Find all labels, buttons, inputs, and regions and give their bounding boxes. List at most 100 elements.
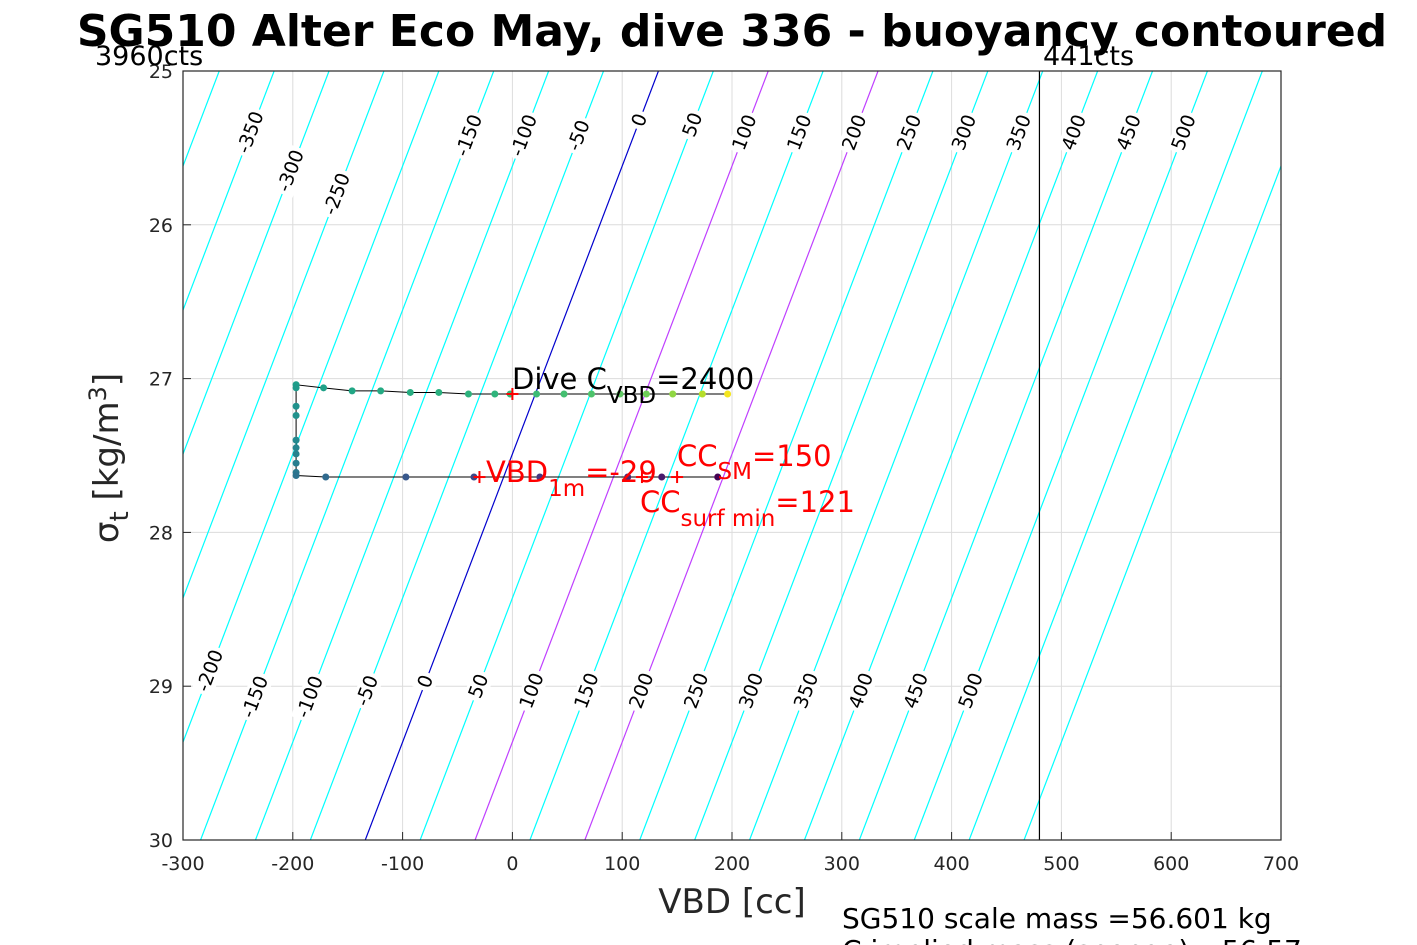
contour-line <box>183 71 440 744</box>
contour-label-text: 450 <box>900 670 933 712</box>
contour-label: 300 <box>733 667 770 715</box>
contour-label-halo <box>678 667 715 715</box>
contour-label-halo <box>726 108 763 157</box>
x-tick-label: 300 <box>824 853 860 875</box>
x-tick-label: 600 <box>1153 853 1189 875</box>
contour-line <box>803 71 1099 840</box>
contour-label-text: 300 <box>948 112 981 154</box>
trajectory-point <box>292 471 300 479</box>
y-axis-ticks: 25 26 27 28 29 30 <box>149 61 191 852</box>
y-tick-label: 26 <box>149 215 173 237</box>
y-axis-label: σt [kg/m3] <box>84 373 135 543</box>
trajectory-point <box>348 387 356 395</box>
contour-label: 200 <box>623 667 660 715</box>
contour-label-text: 200 <box>838 112 871 154</box>
contour-label: 50 <box>677 106 709 143</box>
vbd-marker <box>473 471 486 484</box>
dive-c-subscript: VBD <box>607 383 656 409</box>
cc-sm-annotation: CCSM=150 <box>677 439 832 485</box>
cc-surf-min-text: CC <box>640 485 681 519</box>
contour-label: 500 <box>953 667 989 715</box>
contour-label-text: 350 <box>1003 112 1036 154</box>
cc-surf-min-subscript: surf min <box>681 506 776 532</box>
contour-label-text: -150 <box>237 673 273 721</box>
contour-label-text: 100 <box>515 670 548 712</box>
x-tick-label: -100 <box>381 853 424 875</box>
contour-line <box>694 71 989 840</box>
contour-label-text: -300 <box>273 147 309 195</box>
contour-label-halo <box>626 107 654 133</box>
trajectory-point <box>402 473 410 481</box>
trajectory-point <box>292 384 300 392</box>
vbd-markers <box>473 387 684 484</box>
trajectory-point <box>616 390 624 398</box>
vbd-1m-subscript: 1m <box>548 476 585 502</box>
contour-label: 100 <box>514 667 550 715</box>
x-axis-ticks: -300 -200 -100 0 100 200 300 400 500 600 700 <box>161 832 1299 875</box>
contour-label-halo <box>953 667 989 715</box>
contour-label-text: 500 <box>1167 112 1200 154</box>
y-tick-label: 29 <box>149 676 173 698</box>
x-axis-label: VBD [cc] <box>658 882 806 922</box>
trajectory-point <box>292 459 300 467</box>
contour-label-halo <box>350 669 385 713</box>
trajectory-point <box>292 412 300 420</box>
contour-label: 150 <box>781 108 818 157</box>
y-axis-label-symbol: σ <box>87 522 127 544</box>
x-tick-label: 200 <box>714 853 750 875</box>
trajectory-point <box>435 388 443 396</box>
contour-label-text: 250 <box>893 112 926 154</box>
trajectory-point <box>292 402 300 410</box>
dive-c-text: Dive C <box>512 362 607 396</box>
cc-surf-min-value: =121 <box>775 485 855 519</box>
contour-label: 200 <box>836 108 873 157</box>
trajectory-point <box>724 390 732 398</box>
vbd-1m-annotation: VBD1m=-29 <box>486 455 657 502</box>
trajectory-point <box>320 384 328 392</box>
contour-label: 50 <box>463 668 495 705</box>
contour-label-text: 350 <box>790 670 823 712</box>
footer-scale-mass: SG510 scale mass =56.601 kg <box>842 902 1272 935</box>
dive-c-value: =2400 <box>656 362 754 396</box>
contour-label-text: 250 <box>680 670 713 712</box>
contour-label: -150 <box>236 670 275 724</box>
contour-label-text: 150 <box>783 112 816 154</box>
contour-label: -350 <box>231 105 270 160</box>
x-tick-label: 100 <box>604 853 640 875</box>
cc-sm-text: CC <box>677 439 718 473</box>
vbd-marker <box>671 471 684 484</box>
contour-label-halo <box>733 667 770 715</box>
counts-label-left: 3960cts <box>95 41 203 72</box>
vbd-1m-text: VBD <box>486 455 548 489</box>
contour-label-halo <box>836 108 873 157</box>
contour-line <box>183 71 330 456</box>
contour-label: 150 <box>569 667 605 715</box>
contour-label: -250 <box>317 167 357 221</box>
contour-label-halo <box>781 108 818 157</box>
contour-label-halo <box>788 667 825 715</box>
contour-line <box>968 71 1263 840</box>
trajectory-point <box>292 444 300 452</box>
trajectory-point <box>669 390 677 398</box>
x-tick-label: 700 <box>1263 853 1299 875</box>
contour-label-halo <box>1001 108 1038 157</box>
contour-label-text: -150 <box>451 112 487 160</box>
contour-label-text: 100 <box>728 112 761 154</box>
contour-label: -50 <box>562 114 596 157</box>
contour-line <box>858 71 1154 840</box>
contour-label: -300 <box>271 144 310 198</box>
contour-label: 250 <box>891 108 928 157</box>
contour-label-text: -100 <box>292 673 328 721</box>
trajectory-point <box>624 473 632 481</box>
vbd-1m-value: =-29 <box>585 455 657 489</box>
contour-line <box>639 71 934 840</box>
x-tick-label: 0 <box>506 853 518 875</box>
contour-line-highlight <box>584 71 879 840</box>
contour-label: 0 <box>412 669 440 694</box>
y-axis-label-unit-close: ] <box>87 373 127 386</box>
y-axis-label-unit-sup: 3 <box>84 386 112 401</box>
contour-label-halo <box>898 667 935 715</box>
contour-label: 450 <box>1111 108 1147 157</box>
vbd-marker <box>506 387 519 400</box>
contour-label-halo <box>946 108 983 157</box>
